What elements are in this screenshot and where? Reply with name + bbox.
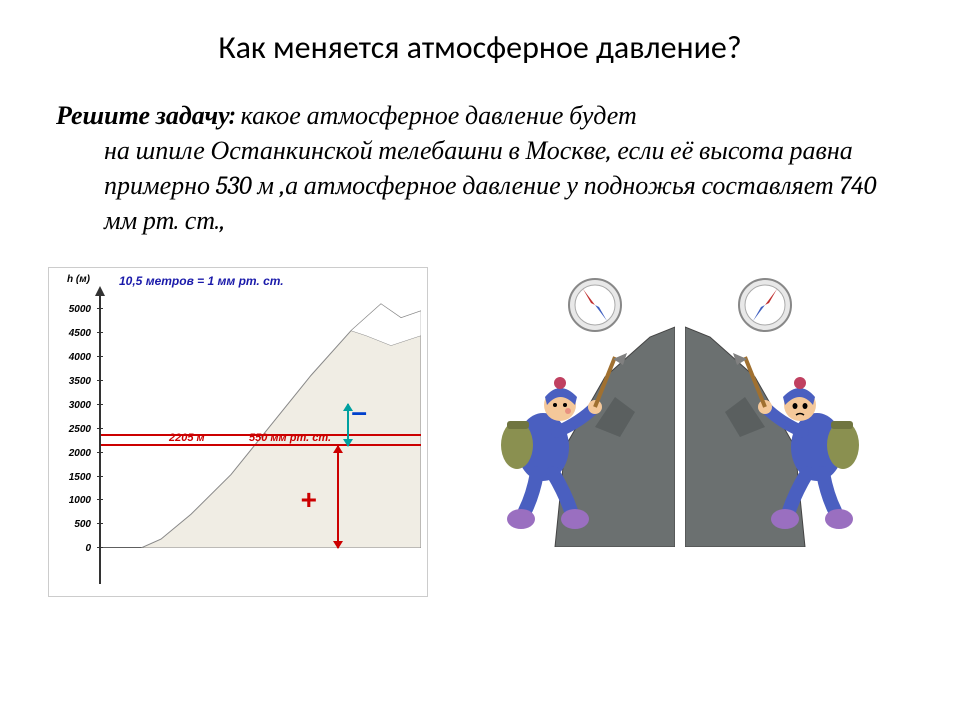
pressure-rule-text: 10,5 метров = 1 мм рт. ст. [119,274,284,288]
problem-body: какое атмосферное давление будет [241,101,637,131]
y-tick-mark [97,547,103,548]
y-tick-label: 500 [49,519,99,530]
y-tick-mark [97,380,103,381]
y-tick-mark [97,332,103,333]
y-tick-mark [97,499,103,500]
y-tick-label: 0 [49,543,99,554]
y-tick-mark [97,428,103,429]
climber-descending [685,267,895,547]
content-row: h (м) 10,5 метров = 1 мм рт. ст. 0 500 100… [48,267,912,597]
problem-statement: Решите задачу: какое атмосферное давлени… [48,99,912,239]
y-tick-label: 4500 [49,328,99,339]
y-tick-label: 1000 [49,495,99,506]
climber-illustrations [448,267,912,547]
y-tick-label: 4000 [49,352,99,363]
climber-ascending [465,267,675,547]
red-down-arrow-icon [337,446,339,548]
y-tick-label: 2000 [49,448,99,459]
y-tick-mark [97,404,103,405]
minus-sign-icon: – [351,396,367,428]
y-tick-mark [97,476,103,477]
ref-pressure-label: 550 мм рт. ст. [249,432,331,444]
mountain-profile [101,296,421,548]
y-axis-arrow-icon [95,286,105,296]
y-tick-mark [97,308,103,309]
ref-elevation-label: 2205 м [169,432,205,444]
page-title: Как меняется атмосферное давление? [48,28,912,67]
y-axis-label: h (м) [67,274,90,285]
y-tick-mark [97,523,103,524]
problem-prefix: Решите задачу: [56,101,235,131]
y-tick-label: 1500 [49,472,99,483]
y-tick-label: 5000 [49,304,99,315]
pressure-altitude-chart: h (м) 10,5 метров = 1 мм рт. ст. 0 500 100… [48,267,428,597]
y-tick-label: 3500 [49,376,99,387]
y-tick-label: 3000 [49,400,99,411]
y-tick-label: 2500 [49,424,99,435]
blue-up-arrow-icon [347,404,349,446]
problem-body-rest: на шпиле Останкинской телебашни в Москве… [56,134,912,239]
reference-line-lower [101,444,421,446]
y-tick-mark [97,356,103,357]
plus-sign-icon: + [301,484,317,516]
y-tick-mark [97,452,103,453]
